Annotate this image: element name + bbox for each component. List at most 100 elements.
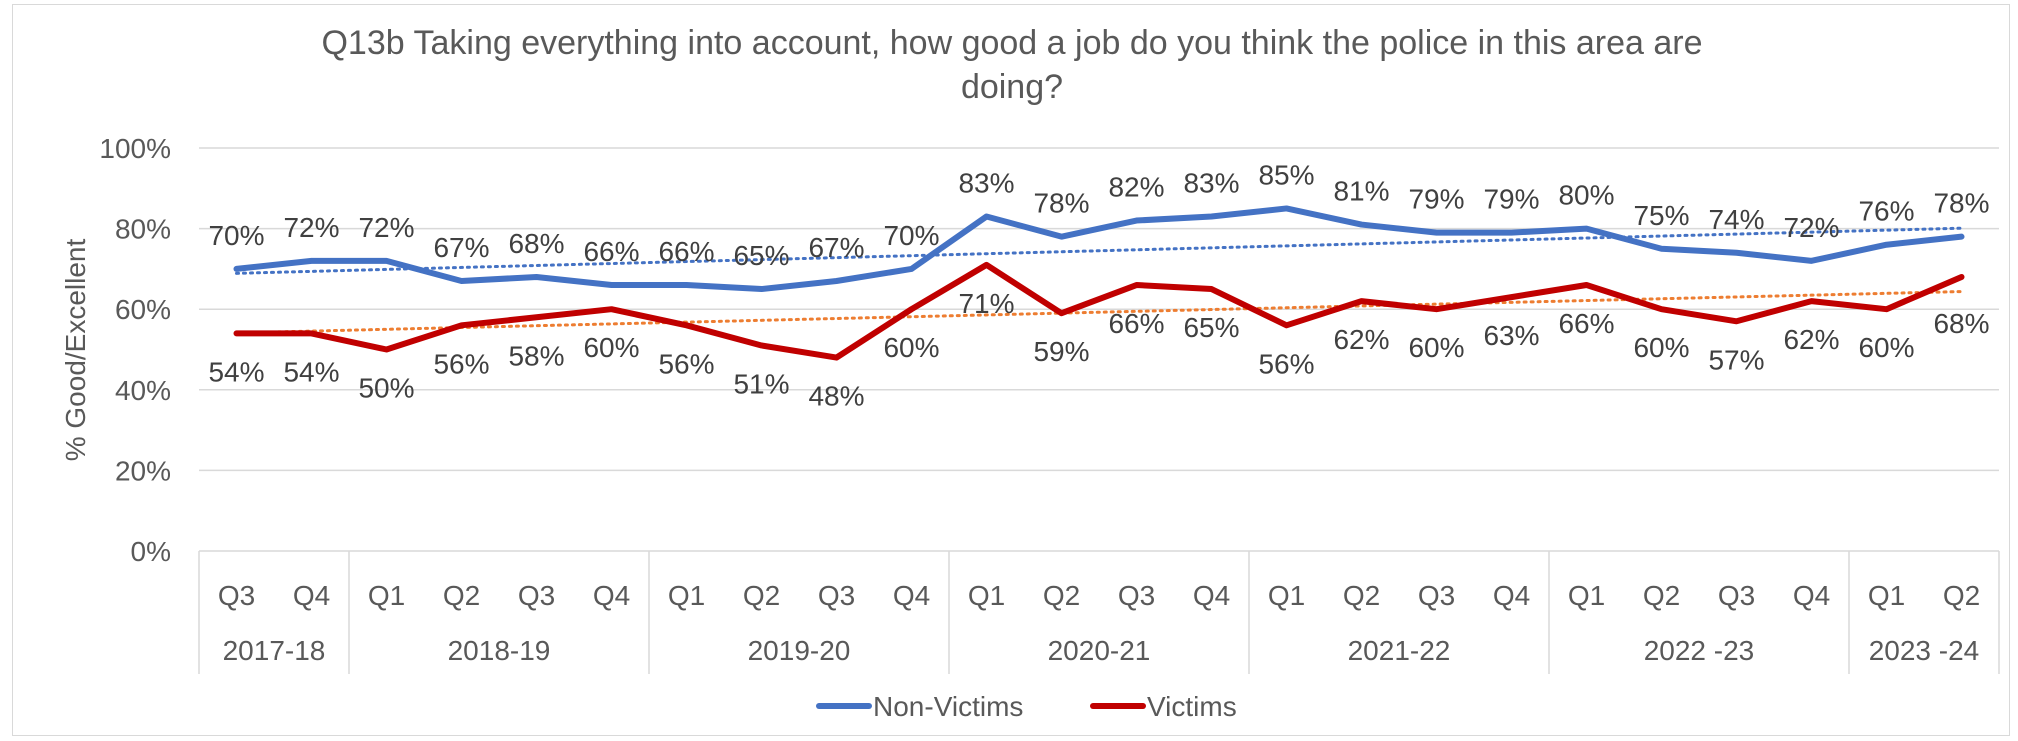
data-label: 48% (808, 381, 864, 412)
x-tick-label: Q2 (1643, 580, 1680, 611)
data-label: 67% (808, 232, 864, 263)
data-label: 54% (283, 356, 339, 387)
x-group-label: 2019-20 (748, 635, 851, 666)
x-tick-label: Q4 (293, 580, 330, 611)
data-label: 80% (1558, 180, 1614, 211)
x-group-label: 2021-22 (1348, 635, 1451, 666)
series-line (233, 261, 1965, 361)
x-tick-label: Q1 (1568, 580, 1605, 611)
y-tick-label: 20% (115, 455, 171, 486)
legend-entry: Non-Victims (873, 691, 1023, 722)
x-tick-label: Q4 (1193, 580, 1230, 611)
data-labels: 70% 72% 72% 67% 68% 66% 66% 65% 67% 70% 83% 78% 82% 8… (208, 159, 1989, 411)
y-tick-label: 80% (115, 214, 171, 245)
data-label: 82% (1108, 172, 1164, 203)
data-label: 83% (958, 168, 1014, 199)
x-tick-label: Q2 (443, 580, 480, 611)
data-label: 62% (1783, 324, 1839, 355)
x-tick-label: Q3 (218, 580, 255, 611)
data-label: 59% (1033, 336, 1089, 367)
data-label: 65% (733, 240, 789, 271)
data-label: 62% (1333, 324, 1389, 355)
data-label: 56% (658, 348, 714, 379)
data-label: 51% (733, 368, 789, 399)
y-axis-label: % Good/Excellent (60, 239, 91, 462)
data-label: 79% (1408, 184, 1464, 215)
y-tick-label: 40% (115, 375, 171, 406)
x-tick-label: Q3 (518, 580, 555, 611)
x-axis: Q3 Q4 Q1 Q2 Q3 Q4 Q1 Q2 Q3 Q4 Q1 Q2 Q3 Q4 Q1 Q2 Q3 Q4 Q1 Q2… (198, 551, 2000, 674)
data-label: 72% (1783, 212, 1839, 243)
data-label: 56% (1258, 348, 1314, 379)
data-label: 60% (583, 332, 639, 363)
chart-title-line: Q13b Taking everything into account, how… (321, 24, 1702, 62)
data-label: 63% (1483, 320, 1539, 351)
x-tick-label: Q2 (743, 580, 780, 611)
x-tick-label: Q3 (1118, 580, 1155, 611)
data-label: 65% (1183, 312, 1239, 343)
x-tick-label: Q1 (668, 580, 705, 611)
x-tick-label: Q2 (1343, 580, 1380, 611)
x-group-label: 2023 -24 (1869, 635, 1980, 666)
chart-area: Q13b Taking everything into account, how… (12, 4, 2010, 736)
chart-title-line: doing? (961, 68, 1063, 106)
data-label: 66% (1558, 308, 1614, 339)
data-label: 66% (583, 236, 639, 267)
data-label: 83% (1183, 168, 1239, 199)
data-label: 85% (1258, 159, 1314, 190)
data-label: 68% (508, 228, 564, 259)
line-chart: Q13b Taking everything into account, how… (60, 24, 2000, 722)
data-label: 75% (1633, 200, 1689, 231)
data-label: 66% (1108, 308, 1164, 339)
data-label: 70% (883, 220, 939, 251)
x-tick-label: Q4 (593, 580, 630, 611)
trendline (235, 290, 1963, 335)
x-tick-label: Q4 (1793, 580, 1830, 611)
data-label: 67% (433, 232, 489, 263)
legend: Non-Victims Victims (816, 691, 1237, 722)
data-label: 78% (1933, 188, 1989, 219)
data-label: 60% (883, 332, 939, 363)
data-label: 79% (1483, 184, 1539, 215)
data-label: 81% (1333, 176, 1389, 207)
data-label: 56% (433, 348, 489, 379)
data-label: 70% (208, 220, 264, 251)
x-tick-label: Q3 (1418, 580, 1455, 611)
data-label: 60% (1633, 332, 1689, 363)
x-group-label: 2018-19 (448, 635, 551, 666)
chart-title: Q13b Taking everything into account, how… (321, 24, 1702, 106)
x-group-label: 2022 -23 (1644, 635, 1755, 666)
data-label: 54% (208, 356, 264, 387)
series-lines (233, 205, 1965, 361)
series-line (233, 205, 1965, 293)
y-tick-label: 60% (115, 294, 171, 325)
data-label: 71% (958, 288, 1014, 319)
legend-entry: Victims (1147, 691, 1237, 722)
x-tick-label: Q3 (1718, 580, 1755, 611)
x-tick-label: Q2 (1043, 580, 1080, 611)
x-tick-label: Q1 (1268, 580, 1305, 611)
data-label: 58% (508, 340, 564, 371)
x-tick-label: Q4 (1493, 580, 1530, 611)
data-label: 78% (1033, 188, 1089, 219)
data-label: 60% (1408, 332, 1464, 363)
data-label: 72% (358, 212, 414, 243)
y-axis-ticks: 0% 20% 40% 60% 80% 100% (99, 133, 171, 567)
x-group-label: 2020-21 (1048, 635, 1151, 666)
y-tick-label: 100% (99, 133, 171, 164)
data-label: 60% (1858, 332, 1914, 363)
data-label: 50% (358, 373, 414, 404)
x-tick-label: Q4 (893, 580, 930, 611)
trendlines (235, 226, 1963, 335)
y-tick-label: 0% (131, 536, 171, 567)
data-label: 66% (658, 236, 714, 267)
x-tick-label: Q3 (818, 580, 855, 611)
x-tick-label: Q1 (368, 580, 405, 611)
x-tick-label: Q2 (1943, 580, 1980, 611)
data-label: 68% (1933, 308, 1989, 339)
x-tick-label: Q1 (968, 580, 1005, 611)
data-label: 57% (1708, 344, 1764, 375)
data-label: 74% (1708, 204, 1764, 235)
x-tick-label: Q1 (1868, 580, 1905, 611)
data-label: 76% (1858, 196, 1914, 227)
